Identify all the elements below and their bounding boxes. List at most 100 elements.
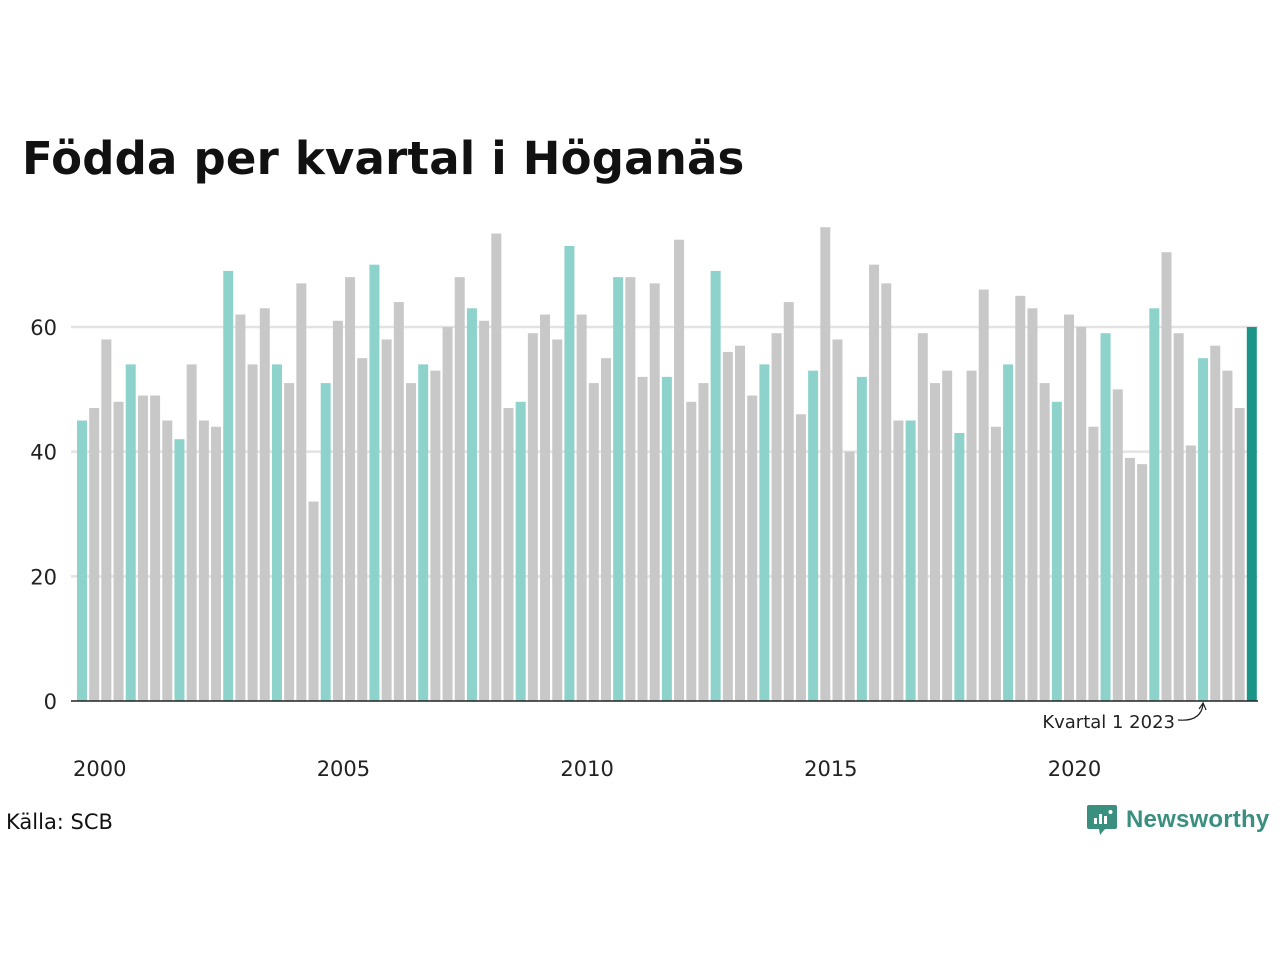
bar (808, 370, 819, 701)
bar (1246, 327, 1257, 701)
bar (332, 320, 343, 701)
bar (1173, 333, 1184, 701)
bar (113, 401, 124, 701)
bar (990, 426, 1001, 701)
bar (917, 333, 928, 701)
bar (137, 395, 148, 701)
source-label: Källa: SCB (6, 810, 113, 834)
bar (722, 351, 733, 701)
bar (564, 245, 575, 701)
bar (1112, 389, 1123, 701)
bar (345, 277, 356, 701)
bar (174, 439, 185, 701)
x-axis-ticks: 2000 2005 2010 2015 2020 (73, 757, 1101, 781)
bar (759, 364, 770, 701)
bar (588, 383, 599, 701)
x-tick-label: 2010 (560, 757, 613, 781)
bar (442, 327, 453, 701)
bar (1051, 401, 1062, 701)
bar (271, 364, 282, 701)
bar (1003, 364, 1014, 701)
bar (576, 314, 587, 701)
bar (150, 395, 161, 701)
bar (1198, 358, 1209, 701)
bar-chart: 0 20 40 60 2000 2005 2010 2015 2020 Kvartal 1 2… (30, 227, 1258, 781)
bar (479, 320, 490, 701)
bar (600, 358, 611, 701)
bar (369, 264, 380, 701)
bar (686, 401, 697, 701)
bar (771, 333, 782, 701)
bar (466, 308, 477, 701)
bar (869, 264, 880, 701)
bar (881, 283, 892, 701)
bar (954, 432, 965, 701)
bar (942, 370, 953, 701)
bar (698, 383, 709, 701)
bar (844, 451, 855, 701)
bar (820, 227, 831, 701)
bar (735, 345, 746, 701)
x-tick-label: 2000 (73, 757, 126, 781)
bar (211, 426, 222, 701)
bar (625, 277, 636, 701)
bar (503, 408, 514, 701)
bar (186, 364, 197, 701)
bar (125, 364, 136, 701)
bar (795, 414, 806, 701)
bar (1185, 445, 1196, 701)
bar (198, 420, 209, 701)
bar (832, 339, 843, 701)
bar (710, 270, 721, 701)
bar (1027, 308, 1038, 701)
bar (259, 308, 270, 701)
bar (1100, 333, 1111, 701)
bar (296, 283, 307, 701)
bar (393, 302, 404, 701)
bar (674, 239, 685, 702)
bar (1234, 408, 1245, 701)
bar (1039, 383, 1050, 701)
y-tick-label: 40 (30, 441, 57, 465)
brand-name: Newsworthy (1126, 806, 1270, 833)
bar (905, 420, 916, 701)
bar (77, 420, 87, 701)
bar (89, 408, 100, 701)
bar (308, 501, 319, 701)
bar (978, 289, 989, 701)
bar (357, 358, 368, 701)
bar (284, 383, 295, 701)
bar (540, 314, 551, 701)
bar (856, 376, 867, 701)
bar (515, 401, 526, 701)
y-tick-label: 20 (30, 565, 57, 589)
bar (1124, 457, 1135, 701)
bar (454, 277, 465, 701)
brand-logo: Newsworthy (1086, 803, 1269, 837)
bar (1137, 464, 1148, 701)
bar (747, 395, 758, 701)
bar (223, 270, 234, 701)
bar (491, 233, 502, 701)
bar (430, 370, 441, 701)
bar (1076, 327, 1087, 701)
chart-title: Födda per kvartal i Höganäs (22, 132, 745, 185)
bar (1149, 308, 1160, 701)
bar (1222, 370, 1233, 701)
bar (320, 383, 331, 701)
annotation-label: Kvartal 1 2023 (1042, 712, 1175, 733)
bar (1161, 252, 1172, 701)
bar (527, 333, 538, 701)
bar (1064, 314, 1075, 701)
bar (162, 420, 173, 701)
x-tick-label: 2005 (317, 757, 370, 781)
y-axis-ticks: 0 20 40 60 (30, 316, 57, 714)
bar (1015, 295, 1026, 701)
annotation: Kvartal 1 2023 (1042, 701, 1207, 733)
bar (235, 314, 246, 701)
y-tick-label: 0 (44, 690, 57, 714)
bar (418, 364, 429, 701)
bars (77, 227, 1257, 702)
bar (247, 364, 258, 701)
bar (406, 383, 416, 701)
